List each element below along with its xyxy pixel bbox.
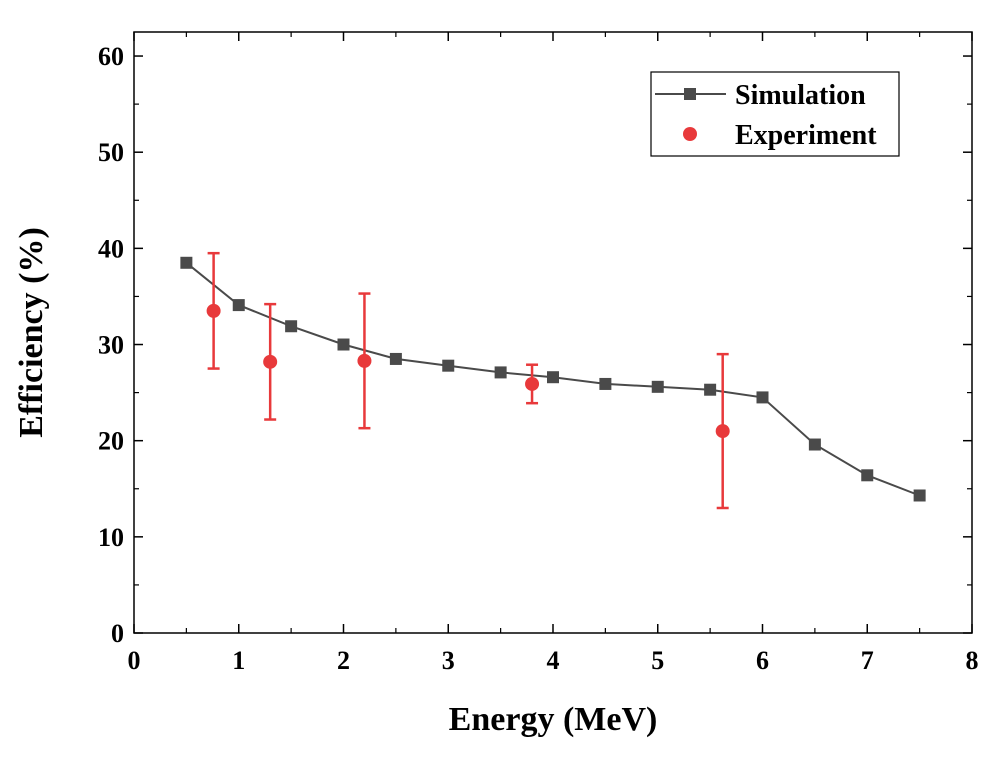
y-tick-label: 30 xyxy=(98,331,124,360)
y-axis-title: Efficiency (%) xyxy=(13,227,50,438)
simulation-point xyxy=(756,391,769,404)
simulation-point xyxy=(285,320,298,333)
simulation-point xyxy=(861,469,874,482)
x-tick-label: 6 xyxy=(756,646,769,675)
x-tick-label: 8 xyxy=(966,646,979,675)
x-tick-label: 0 xyxy=(128,646,141,675)
x-tick-label: 2 xyxy=(337,646,350,675)
simulation-point xyxy=(180,256,193,269)
y-tick-label: 40 xyxy=(98,234,124,263)
y-tick-label: 50 xyxy=(98,138,124,167)
y-tick-label: 60 xyxy=(98,42,124,71)
x-tick-label: 1 xyxy=(232,646,245,675)
x-tick-label: 5 xyxy=(651,646,664,675)
legend: Simulation Experiment xyxy=(650,71,900,157)
x-tick-label: 3 xyxy=(442,646,455,675)
experiment-point xyxy=(206,303,221,318)
simulation-point xyxy=(704,383,717,396)
legend-simulation-label: Simulation xyxy=(735,80,866,111)
simulation-point xyxy=(494,366,507,379)
x-tick-label: 4 xyxy=(547,646,560,675)
legend-box xyxy=(650,71,900,157)
simulation-point xyxy=(599,377,612,390)
simulation-point xyxy=(808,438,821,451)
legend-simulation-marker xyxy=(684,88,696,100)
experiment-point xyxy=(263,354,278,369)
legend-experiment-label: Experiment xyxy=(735,120,877,151)
simulation-point xyxy=(232,299,245,312)
simulation-point xyxy=(389,352,402,365)
simulation-point xyxy=(651,380,664,393)
x-tick-label: 7 xyxy=(861,646,874,675)
plot-area xyxy=(180,251,926,510)
axes: 0 1 2 3 4 5 6 7 8 0 10 20 30 40 50 60 xyxy=(98,31,979,675)
experiment-point xyxy=(525,376,540,391)
experiment-point xyxy=(357,353,372,368)
experiment-point xyxy=(715,424,730,439)
simulation-point xyxy=(547,371,559,384)
simulation-point xyxy=(337,338,350,351)
y-tick-label: 20 xyxy=(98,427,124,456)
legend-experiment-marker xyxy=(683,127,697,141)
x-axis-title: Energy (MeV) xyxy=(449,701,658,738)
simulation-point xyxy=(442,359,455,372)
simulation-point xyxy=(913,489,926,502)
y-tick-label: 10 xyxy=(98,523,124,552)
y-tick-label: 0 xyxy=(111,619,124,648)
